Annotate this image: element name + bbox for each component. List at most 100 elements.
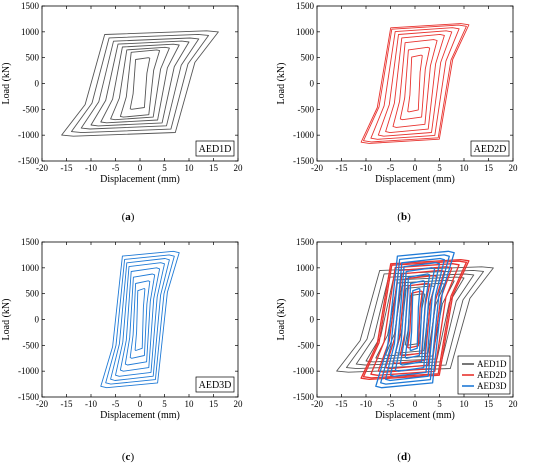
y-tick-label: 0 xyxy=(35,315,40,325)
y-tick-label: 1500 xyxy=(21,1,40,11)
y-axis-label: Load (kN) xyxy=(1,63,12,105)
caption-d: (d) xyxy=(397,451,411,463)
hysteresis-loop-aed2d xyxy=(392,39,438,128)
y-tick-label: -1500 xyxy=(293,392,314,402)
x-tick-label: -10 xyxy=(360,399,372,409)
x-tick-label: 5 xyxy=(437,163,442,173)
y-tick-label: -500 xyxy=(23,104,40,114)
x-tick-label: -15 xyxy=(61,399,73,409)
y-tick-label: 0 xyxy=(310,315,315,325)
x-tick-label: 10 xyxy=(185,163,195,173)
caption-b: (b) xyxy=(397,211,411,223)
hysteresis-loop-aed3d xyxy=(404,280,426,359)
x-tick-label: 15 xyxy=(484,163,494,173)
hysteresis-loop-aed2d xyxy=(370,263,460,376)
hysteresis-loop-aed2d xyxy=(360,258,470,381)
x-axis-label: Displacement (mm) xyxy=(100,174,180,185)
y-tick-label: 1500 xyxy=(21,237,40,247)
x-tick-label: 5 xyxy=(162,399,167,409)
x-tick-label: -5 xyxy=(387,399,395,409)
hysteresis-loop-aed2d xyxy=(360,23,470,144)
x-tick-label: 20 xyxy=(509,399,519,409)
y-tick-label: -1000 xyxy=(18,366,39,376)
hysteresis-loop-aed2d xyxy=(407,54,423,113)
x-tick-label: 10 xyxy=(460,163,470,173)
hysteresis-loop-aed2d xyxy=(399,46,431,121)
y-axis-label: Load (kN) xyxy=(276,299,287,341)
x-axis-label: Displacement (mm) xyxy=(375,174,455,185)
x-tick-label: -10 xyxy=(360,163,372,173)
hysteresis-loop-aed3d xyxy=(389,262,441,377)
y-tick-label: -1500 xyxy=(293,156,314,166)
specimen-label: AED2D xyxy=(474,144,507,155)
hysteresis-curves xyxy=(336,250,494,389)
specimen-label-box xyxy=(195,376,235,393)
x-tick-label: 15 xyxy=(209,163,219,173)
y-tick-label: 0 xyxy=(310,79,315,89)
x-tick-label: 10 xyxy=(460,399,470,409)
x-tick-label: 0 xyxy=(413,163,418,173)
y-tick-label: 500 xyxy=(301,53,315,63)
caption-a: (a) xyxy=(121,211,135,223)
hysteresis-loop-aed2d xyxy=(385,33,445,134)
x-tick-label: -5 xyxy=(112,163,120,173)
hysteresis-loop-aed2d xyxy=(370,27,460,140)
x-axis-label: Displacement (mm) xyxy=(100,410,180,421)
chart-panel-a: -20 -15 -10 -5 0 5 10 15 20 -1500 -1000 -500 0 500 100… xyxy=(1,1,244,185)
legend-entry: AED1D xyxy=(477,359,507,369)
plot-frame xyxy=(41,5,239,162)
hysteresis-loop-aed3d xyxy=(375,250,455,389)
hysteresis-loop-aed3d xyxy=(384,257,446,382)
hysteresis-loop-aed2d xyxy=(363,24,467,143)
y-axis-label: Load (kN) xyxy=(276,63,287,105)
hysteresis-loop-aed3d xyxy=(394,267,436,372)
x-tick-label: 10 xyxy=(185,399,195,409)
x-tick-label: -15 xyxy=(336,163,348,173)
hysteresis-loop-aed3d xyxy=(134,288,146,351)
hysteresis-loop-aed3d xyxy=(399,273,431,366)
hysteresis-loop-aed2d xyxy=(362,260,468,379)
x-tick-label: 5 xyxy=(162,163,167,173)
x-tick-label: -20 xyxy=(36,399,48,409)
hysteresis-loop-aed3d xyxy=(115,262,165,377)
hysteresis-loop-aed3d xyxy=(124,273,156,366)
chart-panel-b: -20 -15 -10 -5 0 5 10 15 20 -1500 -1000 -500 0 500 100… xyxy=(276,1,519,185)
x-tick-label: 5 xyxy=(437,399,442,409)
hysteresis-loop-aed3d xyxy=(105,254,175,385)
y-axis-label: Load (kN) xyxy=(1,299,12,341)
y-tick-label: 500 xyxy=(26,53,40,63)
y-tick-label: -1500 xyxy=(18,392,39,402)
x-tick-label: 20 xyxy=(234,163,244,173)
y-tick-label: 1500 xyxy=(296,237,315,247)
x-tick-label: -5 xyxy=(387,163,395,173)
specimen-label-box xyxy=(470,140,510,157)
x-tick-label: 15 xyxy=(484,399,494,409)
x-tick-label: -15 xyxy=(336,399,348,409)
y-tick-label: 1000 xyxy=(296,263,315,273)
y-tick-label: 500 xyxy=(26,289,40,299)
x-tick-label: 0 xyxy=(138,163,143,173)
x-tick-label: -10 xyxy=(85,399,97,409)
x-tick-label: 20 xyxy=(509,163,519,173)
caption-c: (c) xyxy=(121,451,135,463)
y-tick-label: 500 xyxy=(301,289,315,299)
hysteresis-loop-aed2d xyxy=(377,30,453,137)
y-tick-label: -1000 xyxy=(293,130,314,140)
x-tick-label: 20 xyxy=(234,399,244,409)
hysteresis-curves xyxy=(61,30,219,137)
hysteresis-loop-aed1d xyxy=(110,46,170,121)
hysteresis-loop-aed2d xyxy=(407,290,423,349)
y-tick-label: -1500 xyxy=(18,156,39,166)
x-tick-label: 0 xyxy=(138,399,143,409)
legend-entry: AED3D xyxy=(477,381,507,391)
x-axis-label: Displacement (mm) xyxy=(375,410,455,421)
y-tick-label: -1000 xyxy=(18,130,39,140)
y-tick-label: -500 xyxy=(23,340,40,350)
hysteresis-loop-aed3d xyxy=(380,254,450,385)
hysteresis-curves xyxy=(360,23,470,144)
x-tick-label: 0 xyxy=(413,399,418,409)
hysteresis-loop-aed1d xyxy=(80,37,200,130)
x-tick-label: -15 xyxy=(61,163,73,173)
y-tick-label: 1000 xyxy=(296,27,315,37)
